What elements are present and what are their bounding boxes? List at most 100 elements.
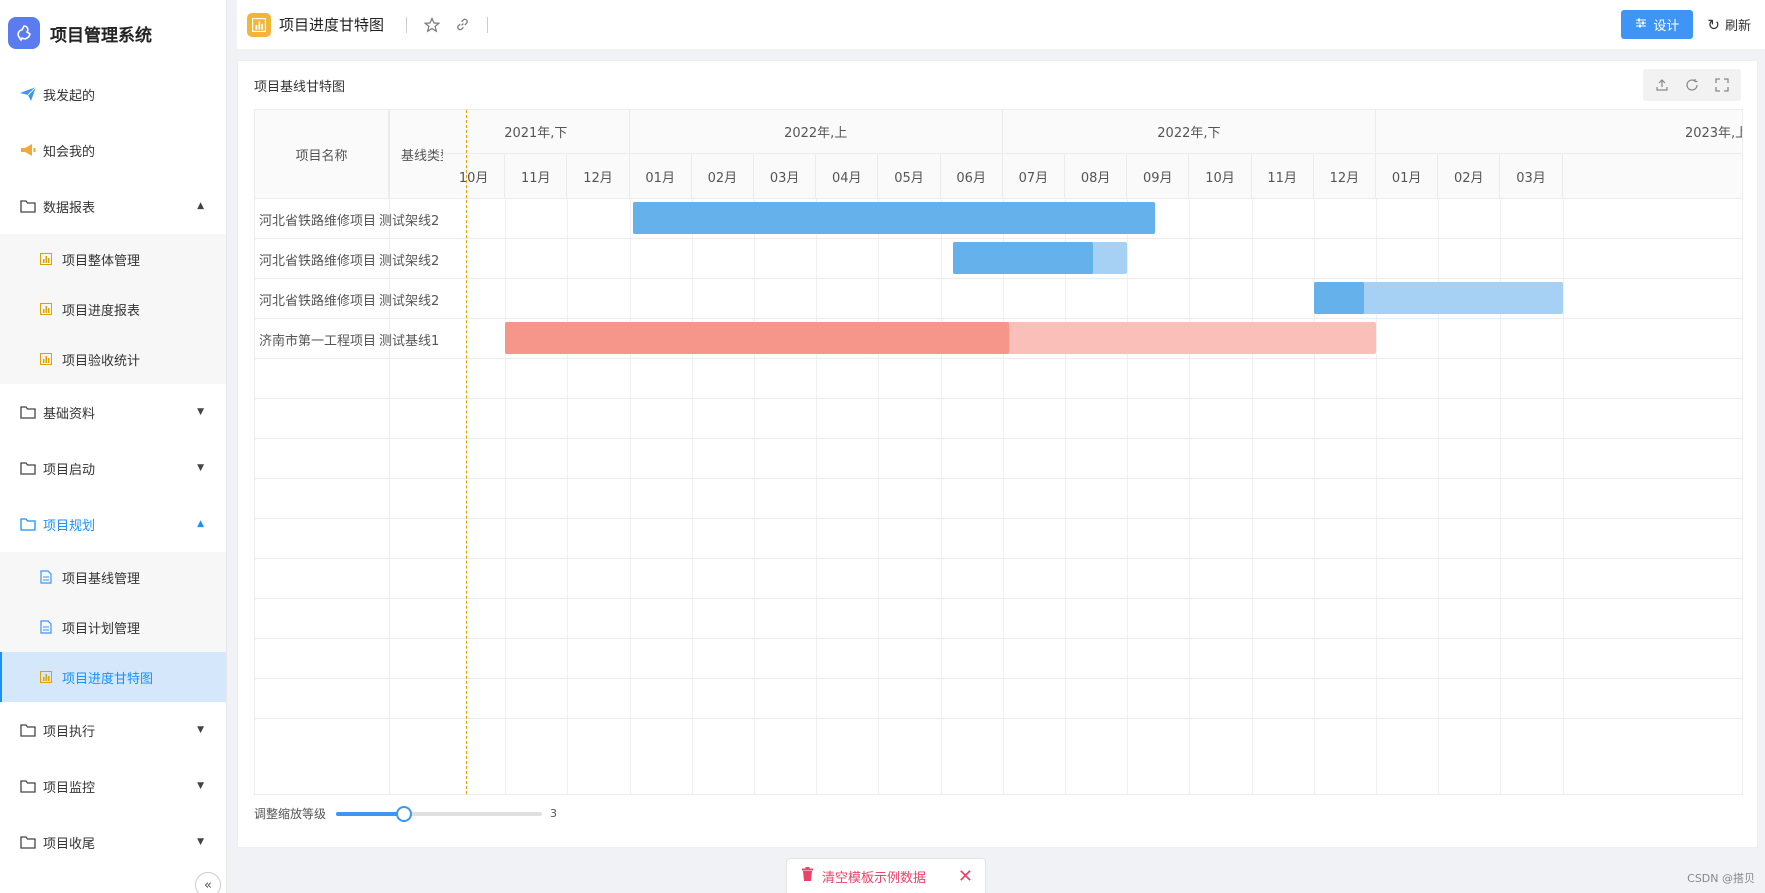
bar-chart-icon (247, 12, 271, 37)
gantt-task-progress[interactable] (632, 202, 1156, 234)
page-header: 项目进度甘特图 设计 ↻ 刷新 (237, 0, 1765, 49)
timeline-month: 04月 (816, 154, 879, 199)
fullscreen-icon[interactable] (1707, 73, 1737, 97)
cell-baseline-type: 测试架线2 (379, 213, 440, 229)
gantt-task-progress[interactable] (953, 242, 1093, 274)
slider-track (336, 811, 543, 816)
caret-down-icon: ▼ (197, 463, 204, 473)
folder-icon (18, 402, 38, 422)
timeline-month: 01月 (630, 154, 692, 199)
gantt-grid-header: 项目名称 基线类型 (255, 110, 466, 199)
caret-down-icon: ▼ (197, 725, 204, 735)
folder-icon (18, 458, 38, 478)
slider-handle[interactable] (395, 805, 412, 822)
folder-icon (18, 720, 38, 740)
zoom-label: 调整缩放等级 (254, 807, 327, 821)
cell-baseline-type: 测试架线2 (379, 253, 440, 269)
gantt-timeline-header: 2021年,下 2022年,上 2022年,下 2023年,上 10月 11月 12… (443, 110, 1742, 199)
sidebar-item-initiated[interactable]: 我发起的 (0, 66, 226, 122)
cell-baseline-type: 测试架线2 (379, 293, 440, 309)
export-icon[interactable] (1647, 73, 1677, 97)
grid-line (816, 199, 818, 794)
sidebar-item-plan-management[interactable]: 项目计划管理 (0, 602, 226, 652)
sidebar-group-project-planning[interactable]: 项目规划 ▲ (0, 496, 226, 552)
grid-line (1438, 199, 1440, 794)
sidebar-item-label: 项目验收统计 (62, 353, 141, 369)
timeline-month: 10月 (1189, 154, 1252, 199)
sidebar-item-label: 我发起的 (43, 88, 96, 104)
grid-timeline-splitter[interactable] (466, 110, 467, 794)
timeline-month: 09月 (1127, 154, 1190, 199)
sidebar: 项目管理系统 我发起的 知会我的 数据报表 ▲ 项目整体管理 项目进 (0, 0, 227, 893)
sidebar-item-label: 项目计划管理 (62, 621, 141, 637)
folder-icon (18, 832, 38, 852)
grid-line (1127, 199, 1129, 794)
folder-icon (18, 776, 38, 796)
reload-icon[interactable] (1677, 73, 1707, 97)
sidebar-group-closing[interactable]: 项目收尾 ▼ (0, 814, 226, 870)
timeline-period: 2022年,下 (1002, 110, 1376, 154)
gantt-empty-row (255, 479, 1742, 519)
grid-line (567, 199, 569, 794)
sidebar-item-progress-report[interactable]: 项目进度报表 (0, 284, 226, 334)
header-divider (487, 16, 489, 33)
timeline-month: 11月 (1252, 154, 1314, 199)
timeline-month: 02月 (692, 154, 754, 199)
gantt-row[interactable]: 济南市第一工程项目 测试基线1 (255, 319, 1742, 359)
sidebar-item-baseline-management[interactable]: 项目基线管理 (0, 552, 226, 602)
column-header-project-name[interactable]: 项目名称 (255, 110, 389, 199)
paper-plane-icon (18, 84, 38, 104)
star-icon[interactable] (421, 14, 443, 36)
sidebar-group-basic-data[interactable]: 基础资料 ▼ (0, 384, 226, 440)
timeline-month: 02月 (1438, 154, 1501, 199)
gantt-empty-row (255, 599, 1742, 639)
grid-line (1251, 199, 1253, 794)
collapse-sidebar-button[interactable]: « (195, 872, 221, 893)
double-chevron-left-icon: « (204, 877, 212, 893)
gantt-empty-row (255, 559, 1742, 599)
sidebar-group-data-reports[interactable]: 数据报表 ▲ (0, 178, 226, 234)
timeline-period: 2023年,上 (1376, 110, 1742, 154)
gantt-row[interactable]: 河北省铁路维修项目 测试架线2 (255, 199, 1742, 239)
cell-project-name: 河北省铁路维修项目 (259, 213, 377, 229)
design-button[interactable]: 设计 (1621, 10, 1694, 39)
timeline-period: 2022年,上 (629, 110, 1003, 154)
grid-line (505, 199, 507, 794)
refresh-button[interactable]: ↻ 刷新 (1707, 15, 1751, 35)
cell-baseline-type: 测试基线1 (379, 333, 440, 349)
sidebar-item-notified[interactable]: 知会我的 (0, 122, 226, 178)
zoom-control: 调整缩放等级 3 (254, 805, 557, 822)
gantt-task-progress[interactable] (505, 322, 1009, 354)
refresh-button-label: 刷新 (1724, 19, 1751, 34)
sidebar-item-overall-management[interactable]: 项目整体管理 (0, 234, 226, 284)
clear-sample-data-button[interactable]: 清空模板示例数据 ✕ (786, 858, 986, 893)
submenu-data-reports: 项目整体管理 项目进度报表 项目验收统计 (0, 234, 226, 384)
sidebar-item-gantt[interactable]: 项目进度甘特图 (0, 652, 226, 702)
gantt-row[interactable]: 河北省铁路维修项目 测试架线2 (255, 279, 1742, 319)
refresh-icon: ↻ (1707, 15, 1720, 34)
grid-line (1500, 199, 1502, 794)
trash-icon (801, 867, 814, 885)
gantt-task-progress[interactable] (1313, 282, 1364, 314)
bar-chart-icon (38, 351, 54, 367)
gantt-row[interactable]: 河北省铁路维修项目 测试架线2 (255, 239, 1742, 279)
grid-line (1313, 199, 1315, 794)
sidebar-group-project-start[interactable]: 项目启动 ▼ (0, 440, 226, 496)
sidebar-item-acceptance-stats[interactable]: 项目验收统计 (0, 334, 226, 384)
sidebar-group-execution[interactable]: 项目执行 ▼ (0, 702, 226, 758)
grid-line (940, 199, 942, 794)
timeline-month: 06月 (941, 154, 1003, 199)
zoom-slider[interactable] (336, 805, 543, 822)
sidebar-group-label: 项目启动 (43, 462, 96, 478)
sidebar-group-label: 基础资料 (43, 406, 96, 422)
sidebar-group-monitoring[interactable]: 项目监控 ▼ (0, 758, 226, 814)
sidebar-group-label: 项目执行 (43, 724, 96, 740)
design-button-label: 设计 (1653, 19, 1680, 34)
sidebar-item-label: 项目整体管理 (62, 253, 141, 269)
close-icon[interactable]: ✕ (957, 865, 973, 887)
grid-line (1189, 199, 1191, 794)
panel-toolbar (1643, 69, 1741, 101)
timeline-month: 12月 (1314, 154, 1376, 199)
link-icon[interactable] (451, 14, 473, 36)
grid-line (1562, 199, 1564, 794)
